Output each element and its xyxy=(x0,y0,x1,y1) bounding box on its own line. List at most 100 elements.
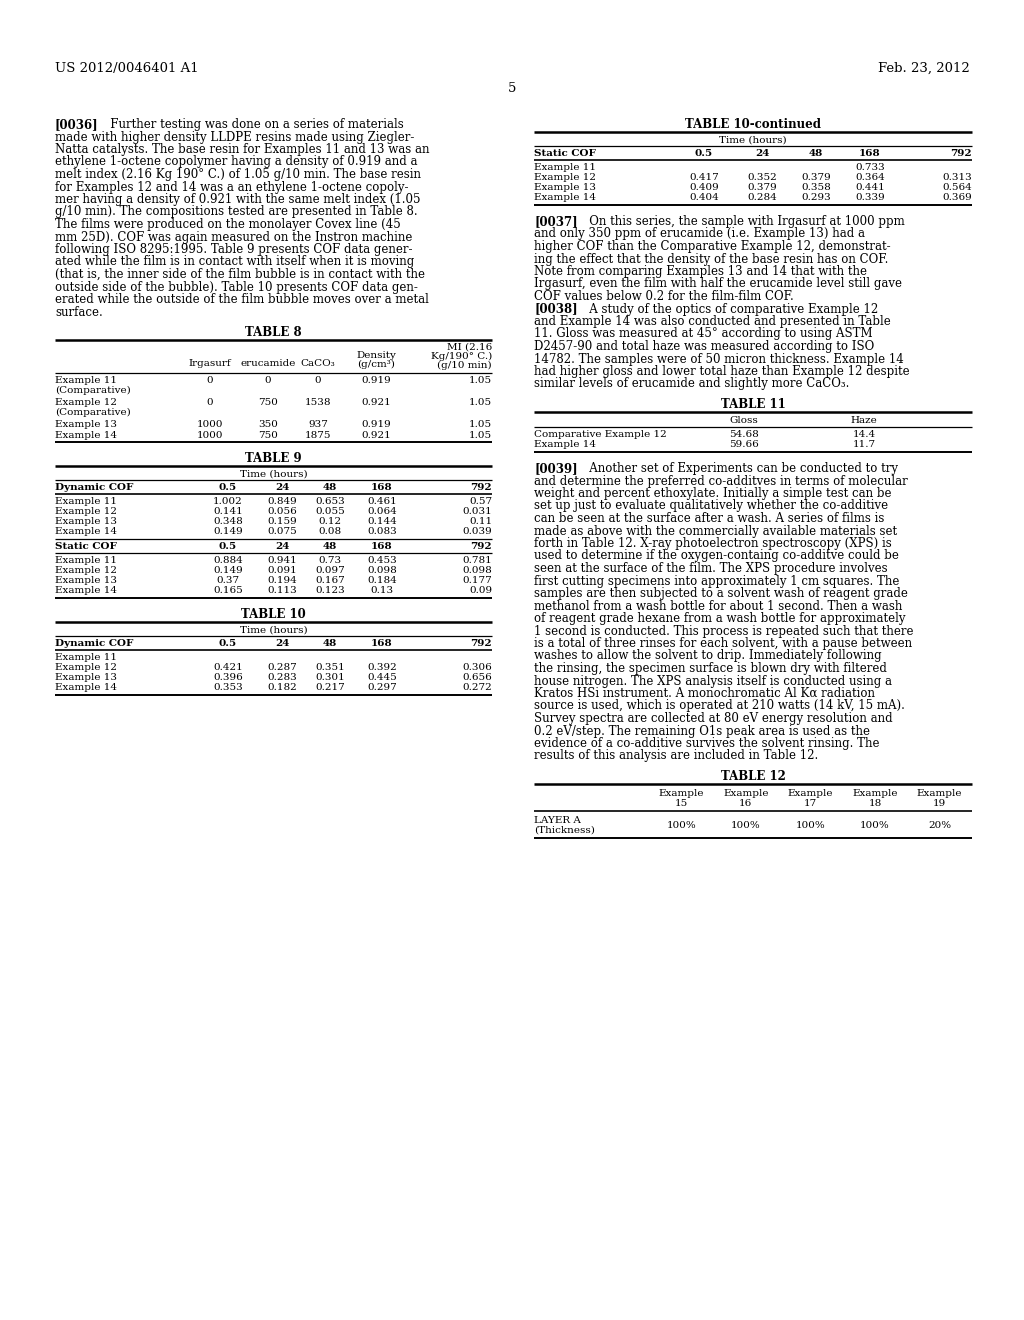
Text: 0.075: 0.075 xyxy=(267,527,297,536)
Text: Example: Example xyxy=(916,789,963,799)
Text: Example 13: Example 13 xyxy=(55,420,117,429)
Text: D2457-90 and total haze was measured according to ISO: D2457-90 and total haze was measured acc… xyxy=(534,341,874,352)
Text: g/10 min). The compositions tested are presented in Table 8.: g/10 min). The compositions tested are p… xyxy=(55,206,418,219)
Text: and only 350 ppm of erucamide (i.e. Example 13) had a: and only 350 ppm of erucamide (i.e. Exam… xyxy=(534,227,865,240)
Text: 0.2 eV/step. The remaining O1s peak area is used as the: 0.2 eV/step. The remaining O1s peak area… xyxy=(534,725,870,738)
Text: forth in Table 12. X-ray photoelectron spectroscopy (XPS) is: forth in Table 12. X-ray photoelectron s… xyxy=(534,537,892,550)
Text: TABLE 8: TABLE 8 xyxy=(245,326,302,339)
Text: 0.064: 0.064 xyxy=(368,507,397,516)
Text: Feb. 23, 2012: Feb. 23, 2012 xyxy=(879,62,970,75)
Text: 0.921: 0.921 xyxy=(361,399,391,407)
Text: source is used, which is operated at 210 watts (14 kV, 15 mA).: source is used, which is operated at 210… xyxy=(534,700,905,713)
Text: 15: 15 xyxy=(675,799,688,808)
Text: 0.919: 0.919 xyxy=(361,376,391,385)
Text: 0: 0 xyxy=(314,376,322,385)
Text: 0.284: 0.284 xyxy=(748,193,777,202)
Text: 0.369: 0.369 xyxy=(942,193,972,202)
Text: 350: 350 xyxy=(258,420,278,429)
Text: 0.141: 0.141 xyxy=(213,507,243,516)
Text: 0.177: 0.177 xyxy=(462,576,492,585)
Text: 0.272: 0.272 xyxy=(462,682,492,692)
Text: 0.055: 0.055 xyxy=(315,507,345,516)
Text: CaCO₃: CaCO₃ xyxy=(301,359,336,368)
Text: Example 12: Example 12 xyxy=(55,566,117,576)
Text: 0.123: 0.123 xyxy=(315,586,345,595)
Text: 0.182: 0.182 xyxy=(267,682,297,692)
Text: [0036]: [0036] xyxy=(55,117,98,131)
Text: methanol from a wash bottle for about 1 second. Then a wash: methanol from a wash bottle for about 1 … xyxy=(534,599,902,612)
Text: Example: Example xyxy=(658,789,705,799)
Text: can be seen at the surface after a wash. A series of films is: can be seen at the surface after a wash.… xyxy=(534,512,885,525)
Text: 5: 5 xyxy=(508,82,516,95)
Text: 750: 750 xyxy=(258,399,278,407)
Text: 24: 24 xyxy=(274,483,289,492)
Text: Note from comparing Examples 13 and 14 that with the: Note from comparing Examples 13 and 14 t… xyxy=(534,265,867,279)
Text: Example 11: Example 11 xyxy=(55,498,117,506)
Text: 0.12: 0.12 xyxy=(318,517,342,525)
Text: Survey spectra are collected at 80 eV energy resolution and: Survey spectra are collected at 80 eV en… xyxy=(534,711,893,725)
Text: Time (hours): Time (hours) xyxy=(240,470,307,479)
Text: (Comparative): (Comparative) xyxy=(55,408,131,417)
Text: 0.445: 0.445 xyxy=(368,673,397,682)
Text: the rinsing, the specimen surface is blown dry with filtered: the rinsing, the specimen surface is blo… xyxy=(534,663,887,675)
Text: Example 11: Example 11 xyxy=(55,376,117,385)
Text: Time (hours): Time (hours) xyxy=(240,626,307,635)
Text: [0038]: [0038] xyxy=(534,302,578,315)
Text: 0.849: 0.849 xyxy=(267,498,297,506)
Text: mm 25D). COF was again measured on the Instron machine: mm 25D). COF was again measured on the I… xyxy=(55,231,413,243)
Text: erucamide: erucamide xyxy=(241,359,296,368)
Text: 168: 168 xyxy=(371,639,393,648)
Text: Example: Example xyxy=(852,789,898,799)
Text: 0.351: 0.351 xyxy=(315,663,345,672)
Text: 14782. The samples were of 50 micron thickness. Example 14: 14782. The samples were of 50 micron thi… xyxy=(534,352,904,366)
Text: 48: 48 xyxy=(323,543,337,550)
Text: Example 12: Example 12 xyxy=(55,507,117,516)
Text: ated while the film is in contact with itself when it is moving: ated while the film is in contact with i… xyxy=(55,256,415,268)
Text: 0.441: 0.441 xyxy=(855,183,885,191)
Text: 14.4: 14.4 xyxy=(852,430,876,440)
Text: [0037]: [0037] xyxy=(534,215,578,228)
Text: set up just to evaluate qualitatively whether the co-additive: set up just to evaluate qualitatively wh… xyxy=(534,499,888,512)
Text: Example 14: Example 14 xyxy=(55,527,117,536)
Text: 16: 16 xyxy=(739,799,753,808)
Text: Comparative Example 12: Comparative Example 12 xyxy=(534,430,667,440)
Text: 0.733: 0.733 xyxy=(855,162,885,172)
Text: 0: 0 xyxy=(264,376,271,385)
Text: 168: 168 xyxy=(859,149,881,158)
Text: 0.421: 0.421 xyxy=(213,663,243,672)
Text: 792: 792 xyxy=(470,483,492,492)
Text: 0: 0 xyxy=(207,376,213,385)
Text: 937: 937 xyxy=(308,420,328,429)
Text: Dynamic COF: Dynamic COF xyxy=(55,483,133,492)
Text: 0.5: 0.5 xyxy=(219,483,238,492)
Text: 24: 24 xyxy=(274,543,289,550)
Text: (Thickness): (Thickness) xyxy=(534,826,595,836)
Text: 0.306: 0.306 xyxy=(462,663,492,672)
Text: ing the effect that the density of the base resin has on COF.: ing the effect that the density of the b… xyxy=(534,252,889,265)
Text: Example 14: Example 14 xyxy=(534,440,596,449)
Text: samples are then subjected to a solvent wash of reagent grade: samples are then subjected to a solvent … xyxy=(534,587,908,601)
Text: 1.05: 1.05 xyxy=(469,399,492,407)
Text: Example: Example xyxy=(787,789,834,799)
Text: following ISO 8295:1995. Table 9 presents COF data gener-: following ISO 8295:1995. Table 9 present… xyxy=(55,243,413,256)
Text: 0.031: 0.031 xyxy=(462,507,492,516)
Text: 100%: 100% xyxy=(860,821,890,830)
Text: 0.37: 0.37 xyxy=(216,576,240,585)
Text: Natta catalysts. The base resin for Examples 11 and 13 was an: Natta catalysts. The base resin for Exam… xyxy=(55,143,429,156)
Text: 0.73: 0.73 xyxy=(318,556,342,565)
Text: COF values below 0.2 for the film-film COF.: COF values below 0.2 for the film-film C… xyxy=(534,290,794,304)
Text: 0.364: 0.364 xyxy=(855,173,885,182)
Text: 0.293: 0.293 xyxy=(801,193,830,202)
Text: 48: 48 xyxy=(323,639,337,648)
Text: 0.5: 0.5 xyxy=(695,149,713,158)
Text: 0.09: 0.09 xyxy=(469,586,492,595)
Text: Static COF: Static COF xyxy=(534,149,596,158)
Text: 0.149: 0.149 xyxy=(213,566,243,576)
Text: 0.113: 0.113 xyxy=(267,586,297,595)
Text: 0.313: 0.313 xyxy=(942,173,972,182)
Text: 0.297: 0.297 xyxy=(368,682,397,692)
Text: 1875: 1875 xyxy=(305,432,331,440)
Text: seen at the surface of the film. The XPS procedure involves: seen at the surface of the film. The XPS… xyxy=(534,562,888,576)
Text: LAYER A: LAYER A xyxy=(534,816,581,825)
Text: 24: 24 xyxy=(274,639,289,648)
